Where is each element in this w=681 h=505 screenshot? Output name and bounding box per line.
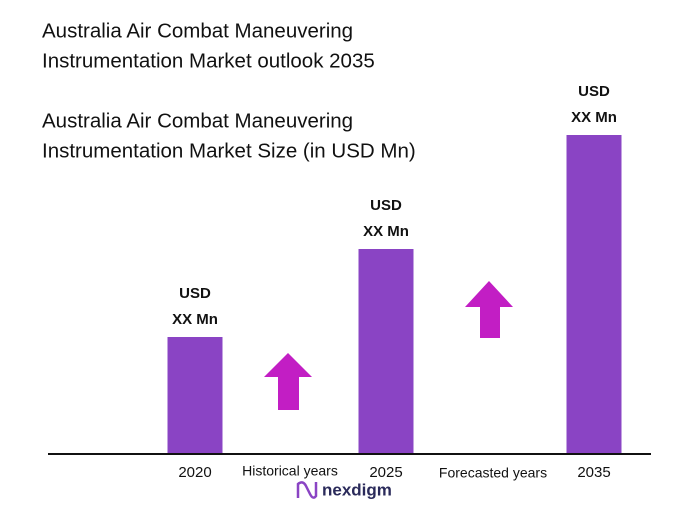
annotation: Historical years: [242, 463, 338, 479]
value-label: XX Mn: [172, 311, 218, 328]
value-label: USD: [578, 83, 610, 100]
bar: [358, 249, 414, 453]
bar: [167, 337, 223, 453]
chart-title: Australia Air Combat Maneuvering: [42, 19, 353, 42]
value-label: USD: [370, 197, 402, 214]
value-label: XX Mn: [571, 109, 617, 126]
x-tick-label: 2035: [577, 464, 610, 481]
x-tick-label: 2025: [369, 464, 402, 481]
value-label: USD: [179, 285, 211, 302]
growth-arrow: [264, 353, 312, 410]
chart-subtitle: Instrumentation Market Size (in USD Mn): [42, 139, 416, 162]
growth-arrow: [465, 281, 513, 338]
chart-title: Instrumentation Market outlook 2035: [42, 49, 375, 72]
bar: [566, 135, 622, 453]
x-tick-label: 2020: [178, 464, 211, 481]
chart-subtitle: Australia Air Combat Maneuvering: [42, 109, 353, 132]
logo-icon: [296, 481, 318, 499]
logo: nexdigm: [322, 480, 392, 499]
value-label: XX Mn: [363, 223, 409, 240]
annotation: Forecasted years: [439, 465, 547, 481]
